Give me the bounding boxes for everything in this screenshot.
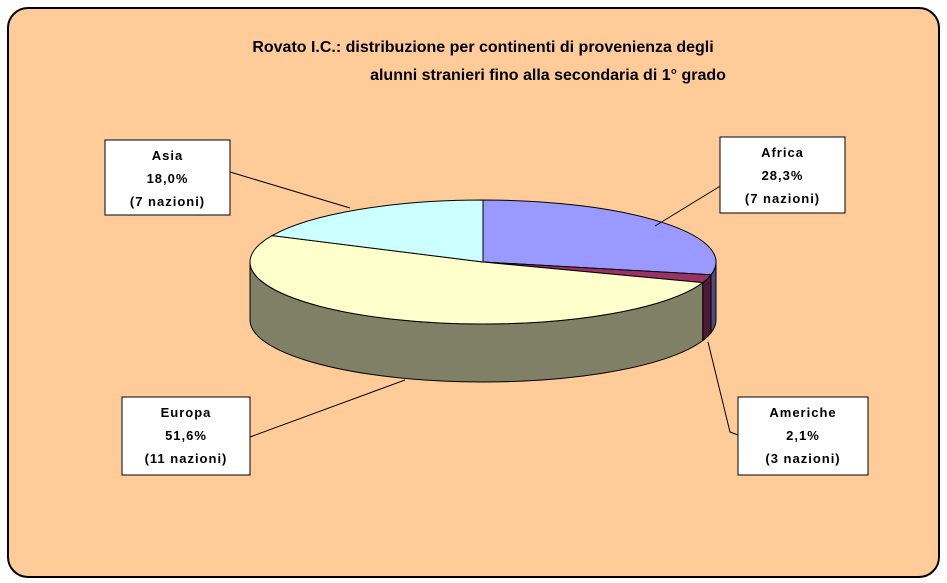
slice bbox=[482, 199, 717, 276]
label-box bbox=[719, 136, 846, 214]
nations-label: (7 nazioni) bbox=[745, 191, 820, 206]
leader-line bbox=[654, 184, 723, 227]
chart-title: alunni stranieri fino alla secondaria di… bbox=[370, 67, 726, 84]
category-label: Asia bbox=[152, 148, 183, 163]
slice bbox=[249, 235, 705, 325]
label-box bbox=[121, 396, 251, 476]
category-label: Europa bbox=[161, 405, 212, 420]
slice-side bbox=[702, 273, 712, 342]
nations-label: (3 nazioni) bbox=[765, 451, 840, 466]
value-label: 18,0% bbox=[147, 171, 189, 186]
leader-line bbox=[229, 171, 351, 209]
chart-title: Rovato I.C.: distribuzione per continent… bbox=[252, 39, 713, 56]
nations-label: (7 nazioni) bbox=[130, 194, 205, 209]
value-label: 51,6% bbox=[165, 428, 207, 443]
slice bbox=[270, 199, 484, 263]
category-label: Africa bbox=[761, 145, 804, 160]
value-label: 28,3% bbox=[762, 168, 804, 183]
category-label: Americhe bbox=[769, 405, 836, 420]
nations-label: (11 nazioni) bbox=[145, 451, 228, 466]
label-box bbox=[737, 396, 869, 476]
value-label: 2,1% bbox=[786, 428, 820, 443]
leader-line bbox=[707, 341, 739, 436]
leader-line bbox=[249, 379, 406, 438]
label-box bbox=[104, 139, 231, 216]
